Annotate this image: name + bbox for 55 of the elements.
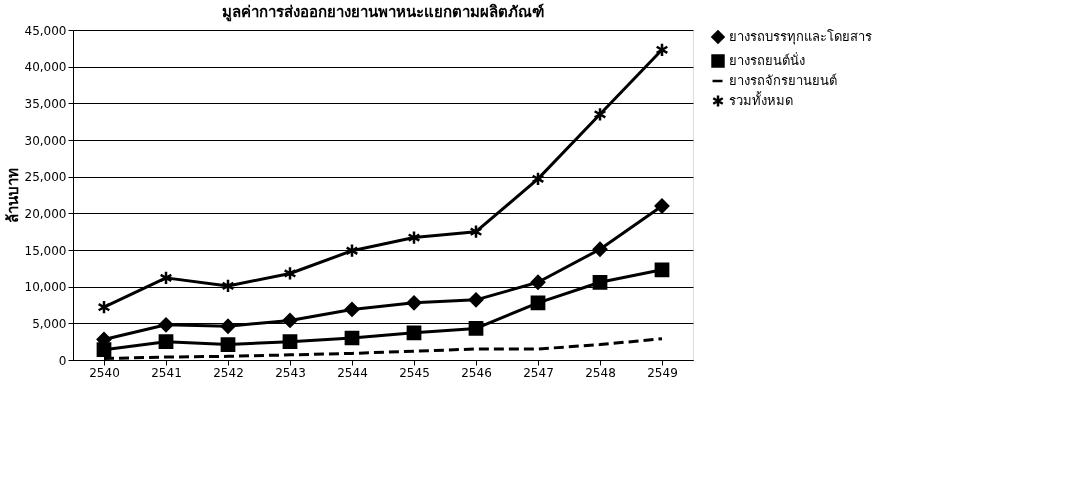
point — [406, 295, 422, 311]
y-tick-label: 30,000 — [24, 133, 67, 148]
y-tick-label: 40,000 — [24, 60, 67, 75]
x-tick-label: 2544 — [337, 365, 368, 380]
x-tick-label: 2549 — [647, 365, 678, 380]
point — [592, 274, 608, 290]
point — [655, 42, 669, 58]
y-tick-label: 5,000 — [32, 316, 67, 331]
point — [344, 302, 360, 317]
x-tick-label: 2542 — [213, 365, 244, 380]
point — [221, 278, 235, 294]
point — [593, 106, 607, 122]
point — [468, 292, 484, 308]
legend-label: ยางรถยนต์นั่ง — [729, 52, 805, 68]
point — [220, 337, 236, 352]
y-tick-label: 35,000 — [24, 96, 67, 111]
point — [345, 243, 359, 259]
point — [283, 266, 297, 281]
x-tick-label: 2545 — [399, 365, 430, 380]
y-tick-label: 45,000 — [24, 23, 67, 38]
point — [407, 230, 421, 245]
point — [158, 317, 174, 333]
legend-label: ยางรถจักรยานยนต์ — [729, 73, 837, 88]
point — [530, 274, 546, 290]
point — [344, 330, 360, 346]
point — [96, 342, 112, 358]
point — [469, 224, 483, 240]
x-tick-label: 2543 — [275, 365, 306, 380]
point — [220, 318, 236, 334]
point — [654, 198, 670, 214]
x-tick-label: 2546 — [461, 365, 492, 380]
legend-label: รวมทั้งหมด — [729, 91, 793, 108]
point — [406, 325, 422, 341]
y-axis-title: ล้านบาท — [3, 168, 22, 223]
point — [97, 299, 111, 315]
y-tick-label: 0 — [58, 353, 67, 368]
y-tick-label: 10,000 — [24, 280, 67, 295]
point — [468, 321, 484, 336]
chart-title: มูลค่าการส่งออกยางยานพาหนะแยกตามผลิตภัณฑ์ — [222, 3, 544, 22]
point — [158, 334, 174, 350]
x-tick-label: 2540 — [89, 365, 120, 380]
point — [592, 241, 608, 257]
x-tick-label: 2541 — [151, 365, 182, 380]
y-tick-label: 25,000 — [24, 170, 67, 185]
legend-label: ยางรถบรรทุกและโดยสาร — [729, 29, 872, 45]
x-tick-label: 2547 — [523, 365, 554, 380]
point — [282, 334, 298, 350]
point — [654, 262, 670, 278]
y-tick-label: 20,000 — [24, 206, 67, 221]
point — [282, 313, 298, 328]
point — [531, 171, 545, 187]
y-tick-label: 15,000 — [24, 243, 67, 258]
point — [530, 295, 546, 311]
x-tick-label: 2548 — [585, 365, 616, 380]
point — [159, 270, 173, 286]
